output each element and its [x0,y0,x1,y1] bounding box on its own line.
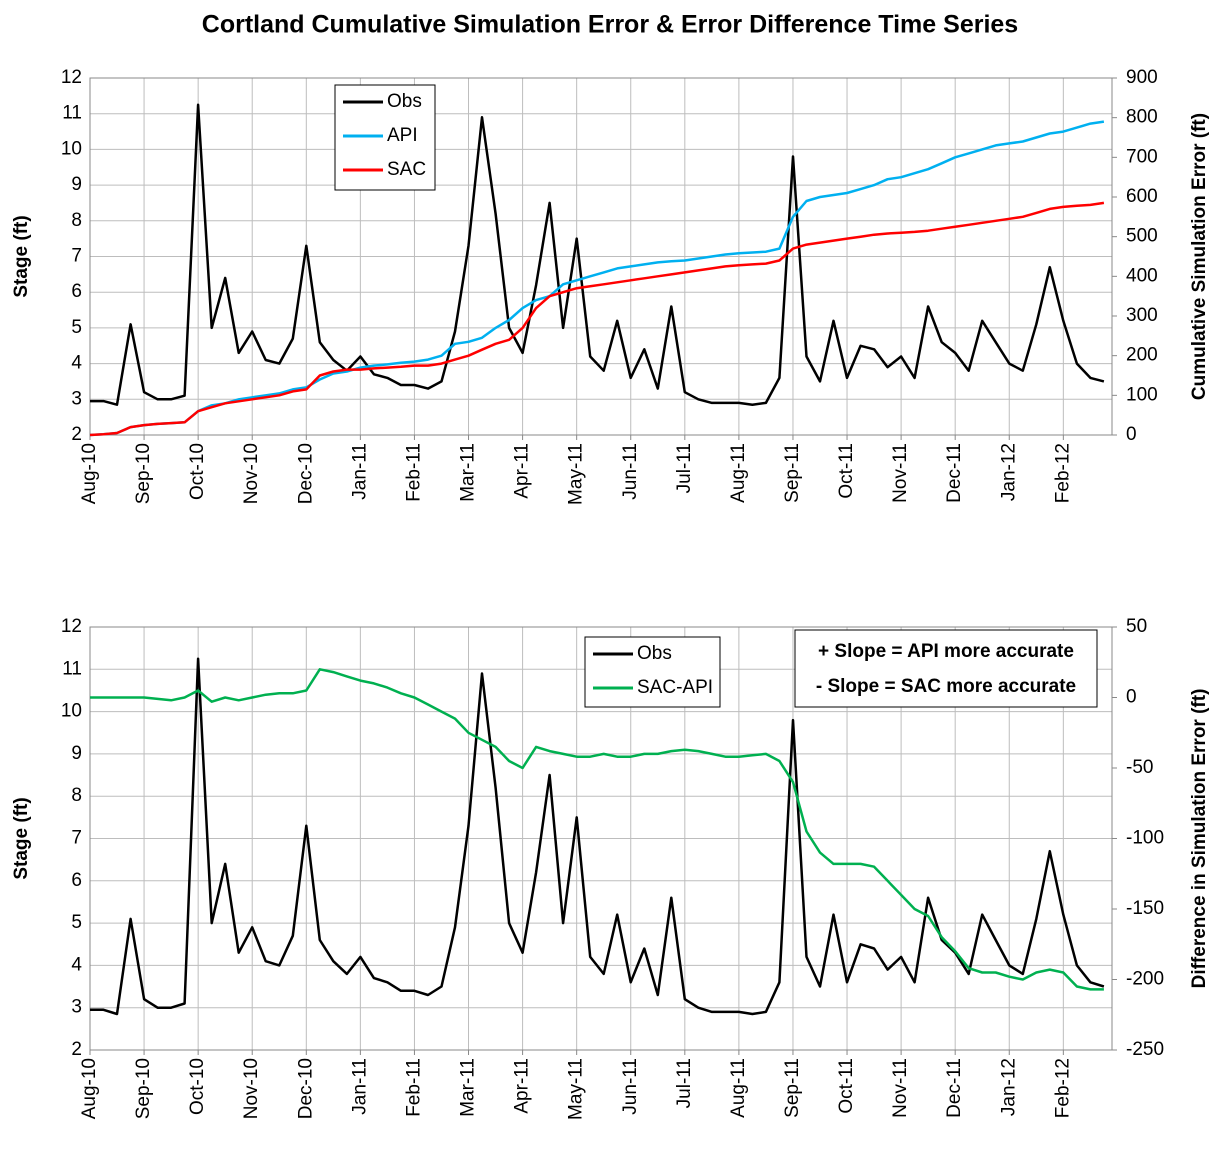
x-tick-label: May-11 [566,443,587,505]
x-tick-label: Apr-11 [512,1058,533,1114]
x-tick-label: Jun-11 [620,443,641,500]
y2-tick-label: 200 [1126,345,1158,366]
x-tick-label: Dec-11 [944,1058,965,1118]
legend-label: SAC [387,159,426,180]
x-tick-label: Oct-11 [836,443,857,499]
y2-tick-label: -100 [1126,828,1164,849]
x-tick-label: Oct-10 [187,1058,208,1115]
legend-label: SAC-API [637,677,713,698]
x-tick-label: Jan-12 [998,443,1019,501]
y-tick-label: 4 [71,353,82,374]
x-tick-label: Oct-10 [187,443,208,500]
annotation-box [794,629,1098,708]
annotation: - Slope = SAC more accurate [816,676,1076,697]
y-tick-label: 2 [71,1039,82,1060]
y-tick-label: 11 [62,103,82,124]
y-axis-title: Stage (ft) [11,215,32,297]
y-tick-label: 10 [61,701,82,722]
y2-axis-title: Difference in Simulation Error (ft) [1189,689,1210,989]
annotation: + Slope = API more accurate [818,641,1074,662]
x-tick-label: Jan-11 [349,1058,370,1115]
series-line [89,201,1105,437]
x-tick-label: Oct-11 [836,1058,857,1114]
y2-tick-label: 700 [1126,146,1158,167]
y-tick-label: 2 [71,424,82,445]
x-tick-label: Jun-11 [620,1058,641,1115]
x-tick-label: Feb-12 [1052,443,1073,503]
y2-tick-label: 500 [1126,226,1158,247]
x-tick-label: Feb-11 [403,1058,424,1117]
y2-tick-label: 600 [1126,186,1158,207]
plot-frame [89,77,1113,436]
x-tick-label: Nov-10 [241,443,262,504]
x-tick-label: Jul-11 [674,1058,695,1108]
y-tick-label: 10 [61,138,82,159]
y-tick-label: 9 [71,174,82,195]
x-tick-label: May-11 [566,1058,587,1120]
x-tick-label: Aug-10 [79,443,100,504]
y-tick-label: 8 [71,210,82,231]
chart-title: Cortland Cumulative Simulation Error & E… [202,11,1018,39]
x-tick-label: Nov-11 [890,1058,911,1118]
series-line [89,120,1105,437]
y2-tick-label: -150 [1126,898,1164,919]
x-tick-label: Feb-11 [403,443,424,502]
y-tick-label: 4 [71,954,82,975]
y2-tick-label: 100 [1126,384,1158,405]
x-tick-label: Nov-10 [241,1058,262,1119]
y2-tick-label: -250 [1126,1039,1164,1060]
x-tick-label: Feb-12 [1052,1058,1073,1118]
x-tick-label: Aug-10 [79,1058,100,1119]
y-tick-label: 5 [71,317,82,338]
y2-tick-label: 50 [1126,616,1147,637]
y-tick-label: 3 [71,388,82,409]
y2-tick-label: 800 [1126,107,1158,128]
y-tick-label: 7 [71,828,82,849]
y-axis-title: Stage (ft) [11,797,32,879]
x-tick-label: Jan-12 [998,1058,1019,1116]
x-tick-label: Aug-11 [728,1058,749,1118]
x-tick-label: Dec-10 [295,1058,316,1119]
x-tick-label: Mar-11 [458,443,479,502]
legend-label: API [387,125,418,146]
x-tick-label: Sep-10 [133,443,154,504]
x-tick-label: Dec-10 [295,443,316,504]
x-tick-label: Apr-11 [512,443,533,499]
y-tick-label: 6 [71,870,82,891]
legend-label: Obs [637,643,672,664]
x-tick-label: Jul-11 [674,443,695,493]
legend-box [584,636,721,708]
x-tick-label: Mar-11 [458,1058,479,1117]
plot-frame [89,626,1113,1051]
y-tick-label: 11 [62,658,82,679]
y2-axis-title: Cumulative Simulation Error (ft) [1189,113,1210,400]
y-tick-label: 6 [71,281,82,302]
y2-tick-label: 300 [1126,305,1158,326]
y2-tick-label: 0 [1126,687,1137,708]
x-tick-label: Nov-11 [890,443,911,503]
series-line [90,657,1105,1016]
y-tick-label: 7 [71,246,82,267]
y2-tick-label: -50 [1126,757,1153,778]
x-tick-label: Aug-11 [728,443,749,503]
y2-tick-label: 0 [1126,424,1137,445]
y2-tick-label: 400 [1126,265,1158,286]
x-tick-label: Sep-11 [782,443,803,503]
x-tick-label: Dec-11 [944,443,965,503]
y-tick-label: 9 [71,743,82,764]
series-line [90,103,1105,406]
legend-label: Obs [387,91,422,112]
y-tick-label: 5 [71,912,82,933]
y-tick-label: 3 [71,997,82,1018]
y2-tick-label: 900 [1126,67,1158,88]
x-tick-label: Sep-10 [133,1058,154,1119]
series-line [90,668,1104,991]
x-tick-label: Jan-11 [349,443,370,500]
y-tick-label: 12 [61,616,82,637]
y-tick-label: 12 [61,67,82,88]
y2-tick-label: -200 [1126,969,1164,990]
x-tick-label: Sep-11 [782,1058,803,1118]
y-tick-label: 8 [71,785,82,806]
